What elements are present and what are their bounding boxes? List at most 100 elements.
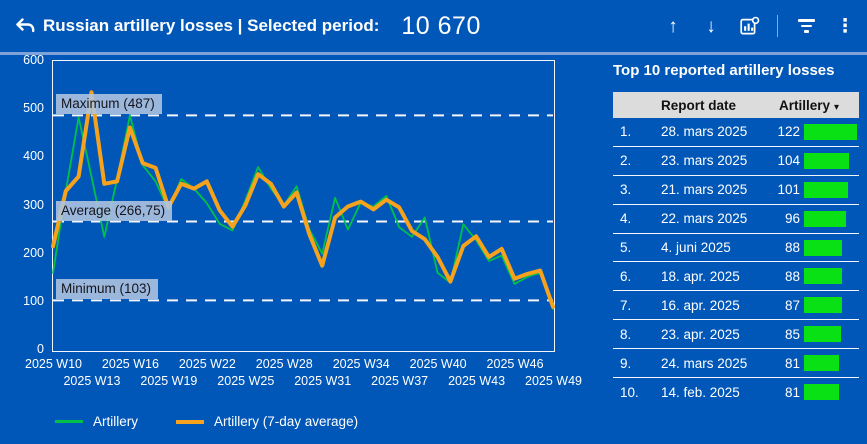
table-row[interactable]: 3. 21. mars 2025 101 <box>613 176 859 205</box>
arrow-down-icon[interactable]: ↓ <box>706 15 716 37</box>
row-report-date: 22. mars 2025 <box>661 211 748 227</box>
row-report-date: 14. feb. 2025 <box>661 384 740 400</box>
table-row[interactable]: 5. 4. juni 2025 88 <box>613 234 859 263</box>
row-rank: 5. <box>620 240 632 255</box>
x-tick-label: 2025 W28 <box>255 357 313 371</box>
x-tick-label: 2025 W40 <box>409 357 467 371</box>
x-tick-label: 2025 W22 <box>178 357 236 371</box>
toolbar-separator <box>777 15 778 37</box>
x-tick-label: 2025 W49 <box>525 374 582 388</box>
selected-period-value: 10 670 <box>401 11 481 40</box>
table-row[interactable]: 2. 23. mars 2025 104 <box>613 147 859 176</box>
legend-item-1[interactable]: Artillery (7-day average) <box>176 414 358 429</box>
table-row[interactable]: 8. 23. apr. 2025 85 <box>613 320 859 350</box>
legend-line-swatch <box>176 419 205 424</box>
row-artillery-value: 87 <box>784 297 800 313</box>
legend-label: Artillery <box>93 414 139 429</box>
row-rank: 2. <box>620 153 632 169</box>
chart-settings-icon[interactable] <box>737 14 761 38</box>
table-row[interactable]: 1. 28. mars 2025 122 <box>613 118 859 147</box>
x-tick-label: 2025 W16 <box>101 357 159 371</box>
table-row[interactable]: 4. 22. mars 2025 96 <box>613 205 859 234</box>
y-tick-label: 400 <box>23 149 44 164</box>
undo-icon[interactable] <box>13 14 37 38</box>
report-date-column-header[interactable]: Report date <box>661 97 737 113</box>
row-report-date: 23. apr. 2025 <box>661 326 740 342</box>
row-artillery-value: 88 <box>784 240 800 255</box>
more-options-icon[interactable]: ⋮ <box>835 15 855 37</box>
series-line-1 <box>51 90 555 309</box>
filter-icon[interactable] <box>794 15 819 37</box>
row-report-date: 23. mars 2025 <box>661 153 748 169</box>
row-artillery-value: 101 <box>777 182 800 198</box>
x-tick-label: 2025 W19 <box>140 374 198 388</box>
artillery-column-label: Artillery <box>779 97 831 113</box>
row-artillery-value: 122 <box>777 124 800 140</box>
row-rank: 6. <box>620 268 632 284</box>
chart-legend: Artillery Artillery (7-day average) <box>55 414 358 429</box>
x-tick-label: 2025 W37 <box>371 374 429 388</box>
y-tick-label: 100 <box>23 293 44 308</box>
row-value-bar <box>804 123 858 140</box>
table-title: Top 10 reported artillery losses <box>613 62 835 79</box>
row-artillery-value: 85 <box>784 326 800 342</box>
artillery-column-header[interactable]: Artillery ▾ <box>771 98 859 113</box>
x-tick-label: 2025 W31 <box>294 374 352 388</box>
row-report-date: 4. juni 2025 <box>661 240 731 255</box>
toolbar: ↑ ↓ ⋮ <box>661 0 857 52</box>
table-row[interactable]: 6. 18. apr. 2025 88 <box>613 262 859 292</box>
x-tick-label: 2025 W13 <box>63 374 121 388</box>
row-report-date: 28. mars 2025 <box>661 124 748 140</box>
row-rank: 7. <box>620 297 632 313</box>
table-row[interactable]: 10. 14. feb. 2025 81 <box>613 378 859 407</box>
x-tick-label: 2025 W10 <box>25 357 82 371</box>
x-tick-label: 2025 W25 <box>217 374 275 388</box>
row-value-bar <box>804 239 843 256</box>
row-artillery-value: 88 <box>784 268 800 284</box>
row-rank: 8. <box>620 326 632 342</box>
row-report-date: 18. apr. 2025 <box>661 268 740 284</box>
annotation-label: Maximum (487) <box>56 94 162 115</box>
row-rank: 1. <box>620 124 632 140</box>
row-rank: 4. <box>620 211 632 227</box>
y-tick-label: 200 <box>23 245 44 260</box>
x-tick-label: 2025 W34 <box>332 357 390 371</box>
top10-panel: Top 10 reported artillery losses Report … <box>613 62 859 407</box>
legend-item-0[interactable]: Artillery <box>55 414 138 429</box>
row-value-bar <box>804 152 850 169</box>
row-report-date: 21. mars 2025 <box>661 182 748 198</box>
row-value-bar <box>804 384 840 401</box>
row-rank: 3. <box>620 182 632 198</box>
annotation-label: Minimum (103) <box>56 279 159 300</box>
x-tick-label: 2025 W46 <box>486 357 544 371</box>
table-row[interactable]: 9. 24. mars 2025 81 <box>613 349 859 379</box>
row-value-bar <box>804 210 846 227</box>
header-divider <box>0 52 867 55</box>
sort-descending-icon: ▾ <box>834 101 840 113</box>
row-value-bar <box>804 268 843 285</box>
row-rank: 10. <box>620 384 639 400</box>
row-report-date: 24. mars 2025 <box>661 355 748 371</box>
row-artillery-value: 81 <box>784 355 800 371</box>
arrow-up-icon[interactable]: ↑ <box>668 15 678 37</box>
line-chart-plot-area[interactable]: Maximum (487) Average (266,75) Minimum (10… <box>51 60 555 352</box>
row-rank: 9. <box>620 355 632 371</box>
row-value-bar <box>804 181 848 198</box>
y-tick-label: 0 <box>37 342 44 356</box>
row-artillery-value: 81 <box>784 384 800 400</box>
x-tick-label: 2025 W43 <box>448 374 506 388</box>
legend-label: Artillery (7-day average) <box>214 414 359 429</box>
legend-line-swatch <box>55 420 83 423</box>
row-report-date: 16. apr. 2025 <box>661 297 740 313</box>
annotation-label: Average (266,75) <box>56 200 173 221</box>
y-tick-label: 600 <box>23 53 44 67</box>
table-header-row: Report date Artillery ▾ <box>613 92 859 118</box>
y-tick-label: 500 <box>23 101 44 116</box>
y-tick-label: 300 <box>23 197 44 212</box>
table-row[interactable]: 7. 16. apr. 2025 87 <box>613 291 859 321</box>
header-bar: Russian artillery losses | Selected peri… <box>0 0 867 52</box>
row-artillery-value: 104 <box>777 153 800 169</box>
row-value-bar <box>804 297 842 314</box>
row-artillery-value: 96 <box>784 211 800 227</box>
table-body: 1. 28. mars 2025 122 2. 23. mars 2025 104 3. 21… <box>613 118 859 407</box>
